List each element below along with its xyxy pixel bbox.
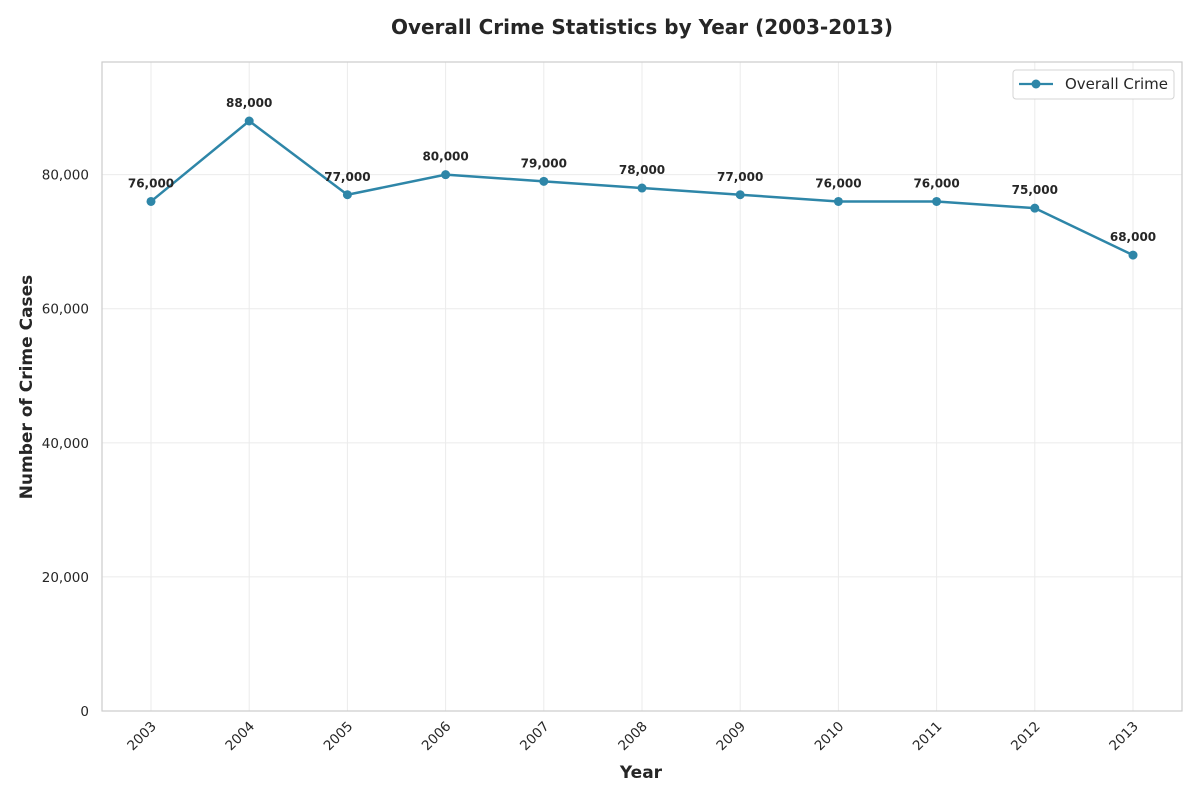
legend-marker-icon: [1031, 79, 1041, 89]
data-point: [342, 190, 352, 200]
data-label: 80,000: [422, 150, 468, 164]
data-point: [441, 170, 451, 180]
data-label: 76,000: [128, 176, 174, 190]
data-label: 79,000: [521, 156, 567, 170]
data-point: [146, 196, 156, 206]
data-label: 88,000: [226, 96, 272, 110]
y-axis-ticks: 0 20,000 40,000 60,000 80,000: [42, 168, 89, 720]
grid-lines: [102, 62, 1182, 711]
y-axis-label: Number of Crime Cases: [17, 275, 37, 500]
y-tick-label: 60,000: [42, 302, 89, 318]
chart-title: Overall Crime Statistics by Year (2003-2…: [391, 15, 893, 39]
data-point: [637, 183, 647, 193]
data-label: 76,000: [815, 176, 861, 190]
y-tick-label: 40,000: [42, 436, 89, 452]
series-overall-crime: [146, 116, 1138, 260]
data-labels: 76,000 88,000 77,000 80,000 79,000 78,000 77,0…: [128, 96, 1156, 244]
y-tick-label: 20,000: [42, 570, 89, 586]
legend-label: Overall Crime: [1065, 75, 1168, 93]
y-tick-label: 0: [80, 704, 89, 720]
data-point: [932, 196, 942, 206]
data-label: 76,000: [913, 176, 959, 190]
plot-frame: [101, 61, 1183, 712]
legend-box: [1012, 69, 1175, 100]
data-label: 77,000: [324, 170, 370, 184]
x-axis-label: Year: [619, 763, 663, 783]
data-point: [539, 176, 549, 186]
data-label: 68,000: [1110, 230, 1156, 244]
data-label: 78,000: [619, 163, 665, 177]
data-point: [1128, 250, 1138, 260]
data-point: [735, 190, 745, 200]
y-tick-label: 80,000: [42, 168, 89, 184]
data-point: [833, 196, 843, 206]
data-point: [1030, 203, 1040, 213]
data-label: 77,000: [717, 170, 763, 184]
data-point: [244, 116, 254, 126]
data-label: 75,000: [1012, 183, 1058, 197]
legend: Overall Crime: [1012, 69, 1175, 100]
